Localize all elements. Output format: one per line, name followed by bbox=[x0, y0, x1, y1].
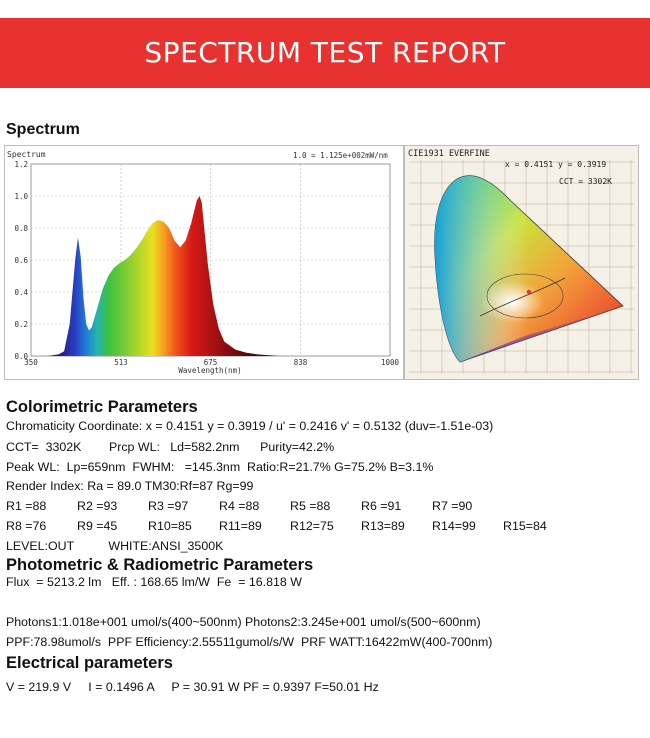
electrical-values-line: V = 219.9 V I = 0.1496 A P = 30.91 W PF … bbox=[6, 680, 379, 694]
level-line: LEVEL:OUT WHITE:ANSI_3500K bbox=[6, 539, 224, 553]
r15-value: R15=84 bbox=[503, 519, 547, 533]
colorimetric-title: Colorimetric Parameters bbox=[6, 398, 198, 416]
flux-line: Flux = 5213.2 lm Eff. : 168.65 lm/W Fe =… bbox=[6, 575, 302, 589]
electrical-title: Electrical parameters bbox=[6, 654, 173, 672]
x-tick-label: 350 bbox=[24, 358, 38, 367]
cie-white-region bbox=[472, 266, 562, 326]
r14-value: R14=99 bbox=[432, 519, 476, 533]
y-tick-label: 0.6 bbox=[14, 256, 28, 265]
r13-value: R13=89 bbox=[361, 519, 405, 533]
r6-value: R6 =91 bbox=[361, 499, 402, 513]
y-tick-label: 0.8 bbox=[14, 224, 28, 233]
x-tick-label: 838 bbox=[294, 358, 308, 367]
spectrum-chart-label: Spectrum bbox=[7, 150, 46, 159]
y-tick-label: 1.0 bbox=[14, 192, 28, 201]
cie-header: CIE1931 EVERFINE bbox=[408, 149, 490, 159]
y-tick-label: 1.2 bbox=[14, 160, 28, 169]
x-tick-label: 675 bbox=[204, 358, 218, 367]
r7-value: R7 =90 bbox=[432, 499, 473, 513]
peak-line: Peak WL: Lp=659nm FWHM: =145.3nm Ratio:R… bbox=[6, 460, 434, 474]
cct-line: CCT= 3302K Prcp WL: Ld=582.2nm Purity=42… bbox=[6, 440, 335, 454]
scale-note: 1.0 = 1.125e+002mW/nm bbox=[293, 151, 388, 160]
r4-value: R4 =88 bbox=[219, 499, 260, 513]
spectrum-chart-panel: Spectrum 1.0 = 1.125e+002mW/nm 0.0 0.2 0.4… bbox=[4, 145, 404, 380]
cie-ellipse bbox=[486, 273, 564, 319]
ppf-line: PPF:78.98umol/s PPF Efficiency:2.55511gu… bbox=[6, 635, 493, 649]
render-index-line: Render Index: Ra = 89.0 TM30:Rf=87 Rg=99 bbox=[6, 479, 254, 493]
spectrum-curve bbox=[31, 196, 390, 356]
cie-coordinate-note: x = 0.4151 y = 0.3919 bbox=[505, 160, 606, 169]
report-title: SPECTRUM TEST REPORT bbox=[144, 36, 506, 69]
photons-line: Photons1:1.018e+001 umol/s(400~500nm) Ph… bbox=[6, 615, 481, 629]
spectrum-section-title: Spectrum bbox=[6, 121, 80, 138]
x-tick-label: 513 bbox=[114, 358, 128, 367]
r5-value: R5 =88 bbox=[290, 499, 331, 513]
r12-value: R12=75 bbox=[290, 519, 334, 533]
cie-diagram-panel: CIE1931 EVERFINE x = 0.4151 y = 0.3919 C… bbox=[404, 145, 639, 380]
cie-purple-line bbox=[460, 306, 623, 362]
cie-chart: CIE1931 EVERFINE x = 0.4151 y = 0.3919 C… bbox=[408, 149, 634, 374]
r3-value: R3 =97 bbox=[148, 499, 189, 513]
report-banner: SPECTRUM TEST REPORT bbox=[0, 18, 650, 88]
x-axis-label: Wavelength(nm) bbox=[178, 366, 241, 375]
cie-cct-note: CCT = 3302K bbox=[559, 177, 612, 186]
chromaticity-line: Chromaticity Coordinate: x = 0.4151 y = … bbox=[6, 419, 494, 433]
r8-value: R8 =76 bbox=[6, 519, 47, 533]
r2-value: R2 =93 bbox=[77, 499, 118, 513]
y-tick-label: 0.0 bbox=[14, 352, 28, 361]
y-axis-ticks: 0.0 0.2 0.4 0.6 0.8 1.0 1.2 bbox=[14, 160, 28, 361]
x-axis-ticks: 350 513 675 838 1000 bbox=[24, 358, 399, 367]
planckian-locus bbox=[479, 277, 566, 317]
spectrum-chart: Spectrum 1.0 = 1.125e+002mW/nm 0.0 0.2 0.4… bbox=[7, 150, 400, 375]
y-tick-label: 0.2 bbox=[14, 320, 28, 329]
y-tick-label: 0.4 bbox=[14, 288, 28, 297]
r9-value: R9 =45 bbox=[77, 519, 118, 533]
r11-value: R11=89 bbox=[219, 519, 262, 533]
photometric-title: Photometric & Radiometric Parameters bbox=[6, 556, 314, 574]
measured-point bbox=[526, 289, 532, 295]
r10-value: R10=85 bbox=[148, 519, 192, 533]
r1-value: R1 =88 bbox=[6, 499, 47, 513]
x-tick-label: 1000 bbox=[381, 358, 400, 367]
